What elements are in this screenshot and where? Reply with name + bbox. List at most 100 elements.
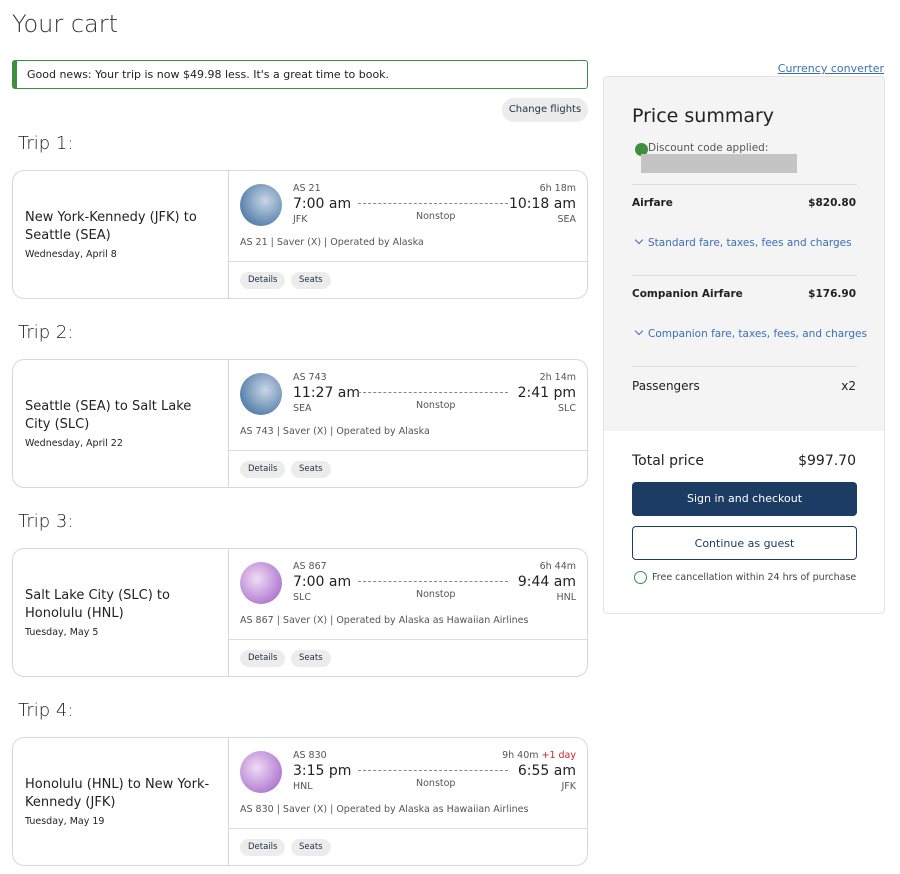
- stops: Nonstop: [416, 778, 456, 789]
- total-value: $997.70: [798, 453, 856, 469]
- route-line: [358, 203, 508, 204]
- cancellation-note: Free cancellation within 24 hrs of purch…: [652, 572, 857, 583]
- trip-button[interactable]: Seats: [291, 461, 331, 478]
- flight-number: AS 867: [293, 561, 327, 572]
- origin-code: SLC: [293, 592, 311, 603]
- trip-route: New York-Kennedy (JFK) to Seattle (SEA): [25, 210, 197, 243]
- flight-number: AS 830: [293, 750, 327, 761]
- flight-info: AS 21 7:00 am JFK Nonstop 6h 18m 10:18 am SEA A…: [229, 171, 587, 298]
- duration: 6h 18m: [539, 183, 576, 194]
- separator: [632, 275, 857, 276]
- trip: Trip 2: Seattle (SEA) to Salt Lake City (…: [12, 316, 588, 488]
- flight-number: AS 21: [293, 183, 321, 194]
- destination-code: HNL: [556, 592, 576, 603]
- flight-number: AS 743: [293, 372, 327, 383]
- airfare-value: $820.80: [808, 197, 856, 209]
- trip-button[interactable]: Seats: [291, 650, 331, 667]
- trip-button[interactable]: Details: [240, 650, 286, 667]
- depart-time: 3:15 pm: [293, 763, 352, 779]
- flight-info: AS 743 11:27 am SEA Nonstop 2h 14m 2:41 pm SLC…: [229, 360, 587, 487]
- origin-code: HNL: [293, 781, 313, 792]
- page-title: Your cart: [12, 10, 119, 38]
- destination-code: SEA: [557, 214, 576, 225]
- flight-details: AS 830 | Saver (X) | Operated by Alaska …: [240, 804, 529, 815]
- separator: [632, 184, 857, 185]
- origin-code: SEA: [293, 403, 312, 414]
- flight-info: AS 867 7:00 am SLC Nonstop 6h 44m 9:44 am HNL A…: [229, 549, 587, 676]
- chevron: [634, 326, 644, 336]
- airline-logo: [240, 562, 282, 604]
- origin-code: JFK: [293, 214, 308, 225]
- change-flights-button[interactable]: Change flights: [502, 98, 588, 122]
- duration: 9h 40m: [502, 750, 539, 761]
- divider: [229, 639, 587, 640]
- summary-title: Price summary: [632, 105, 775, 127]
- trip-button[interactable]: Seats: [291, 839, 331, 856]
- summary-background: [604, 77, 884, 431]
- trip-date: Wednesday, April 8: [25, 249, 117, 260]
- depart-time: 7:00 am: [293, 196, 352, 212]
- trip-card: Salt Lake City (SLC) to Honolulu (HNL) Tu…: [12, 548, 588, 677]
- trip-label: Trip 4:: [18, 700, 74, 721]
- duration-row: 6h 18m: [540, 183, 576, 194]
- duration: 2h 14m: [539, 372, 576, 383]
- flight-info: AS 830 3:15 pm HNL Nonstop 9h 40m +1 day 6:55 …: [229, 738, 587, 865]
- companion-link[interactable]: Companion fare, taxes, fees, and charges: [632, 326, 867, 340]
- arrive-time: 6:55 am: [517, 763, 576, 779]
- flight-details: AS 743 | Saver (X) | Operated by Alaska: [240, 426, 430, 437]
- destination-code: SLC: [558, 403, 576, 414]
- notice-banner: Good news: Your trip is now $49.98 less.…: [12, 60, 588, 89]
- checkout-button[interactable]: Sign in and checkout: [632, 482, 857, 516]
- airline-logo: [240, 184, 282, 226]
- trip-date: Wednesday, April 22: [25, 438, 123, 449]
- airline-logo: [240, 373, 282, 415]
- companion-link-text[interactable]: Companion fare, taxes, fees, and charges: [648, 328, 867, 340]
- trip-card: New York-Kennedy (JFK) to Seattle (SEA) W…: [12, 170, 588, 299]
- trip-date: Tuesday, May 19: [25, 816, 105, 827]
- trip: Trip 3: Salt Lake City (SLC) to Honolulu …: [12, 505, 588, 677]
- trip-card: Honolulu (HNL) to New York-Kennedy (JFK)…: [12, 737, 588, 866]
- duration-row: 2h 14m: [540, 372, 576, 383]
- trip: Trip 1: New York-Kennedy (JFK) to Seattle…: [12, 127, 588, 299]
- arrive-time: 2:41 pm: [517, 385, 576, 401]
- divider: [229, 828, 587, 829]
- check-icon: [634, 571, 647, 584]
- flight-details: AS 867 | Saver (X) | Operated by Alaska …: [240, 615, 529, 626]
- chevron: [634, 235, 644, 245]
- divider: [229, 450, 587, 451]
- airfare-label: Airfare: [632, 197, 673, 209]
- airfare-link[interactable]: Standard fare, taxes, fees and charges: [632, 235, 852, 249]
- trip-date: Tuesday, May 5: [25, 627, 99, 638]
- flight-details: AS 21 | Saver (X) | Operated by Alaska: [240, 237, 424, 248]
- passengers-value: x2: [841, 379, 856, 393]
- airfare-link-text[interactable]: Standard fare, taxes, fees and charges: [648, 237, 852, 249]
- depart-time: 11:27 am: [293, 385, 361, 401]
- guest-button[interactable]: Continue as guest: [632, 526, 857, 560]
- companion-value: $176.90: [808, 288, 856, 300]
- discount-text: Discount code applied:: [648, 142, 769, 154]
- arrive-time: 9:44 am: [517, 574, 576, 590]
- trip: Trip 4: Honolulu (HNL) to New York-Kenned…: [12, 694, 588, 866]
- divider: [229, 261, 587, 262]
- trip-info: Honolulu (HNL) to New York-Kennedy (JFK)…: [13, 738, 229, 865]
- duration: 6h 44m: [539, 561, 576, 572]
- trip-button[interactable]: Details: [240, 272, 286, 289]
- trip-button[interactable]: Details: [240, 839, 286, 856]
- passengers-label: Passengers: [632, 379, 700, 393]
- companion-label: Companion Airfare: [632, 288, 743, 300]
- trip-card: Seattle (SEA) to Salt Lake City (SLC) Wed…: [12, 359, 588, 488]
- route-line: [358, 581, 508, 582]
- trip-info: New York-Kennedy (JFK) to Seattle (SEA) W…: [13, 171, 229, 298]
- trip-button[interactable]: Seats: [291, 272, 331, 289]
- stops: Nonstop: [416, 211, 456, 222]
- trip-info: Seattle (SEA) to Salt Lake City (SLC) Wed…: [13, 360, 229, 487]
- total-label: Total price: [632, 453, 704, 469]
- arrive-time: 10:18 am: [508, 196, 576, 212]
- currency-converter-link[interactable]: Currency converter: [777, 62, 884, 75]
- destination-code: JFK: [561, 781, 577, 792]
- route-line: [358, 392, 508, 393]
- trip-button[interactable]: Details: [240, 461, 286, 478]
- trip-label: Trip 2:: [18, 322, 74, 343]
- trip-label: Trip 3:: [18, 511, 74, 532]
